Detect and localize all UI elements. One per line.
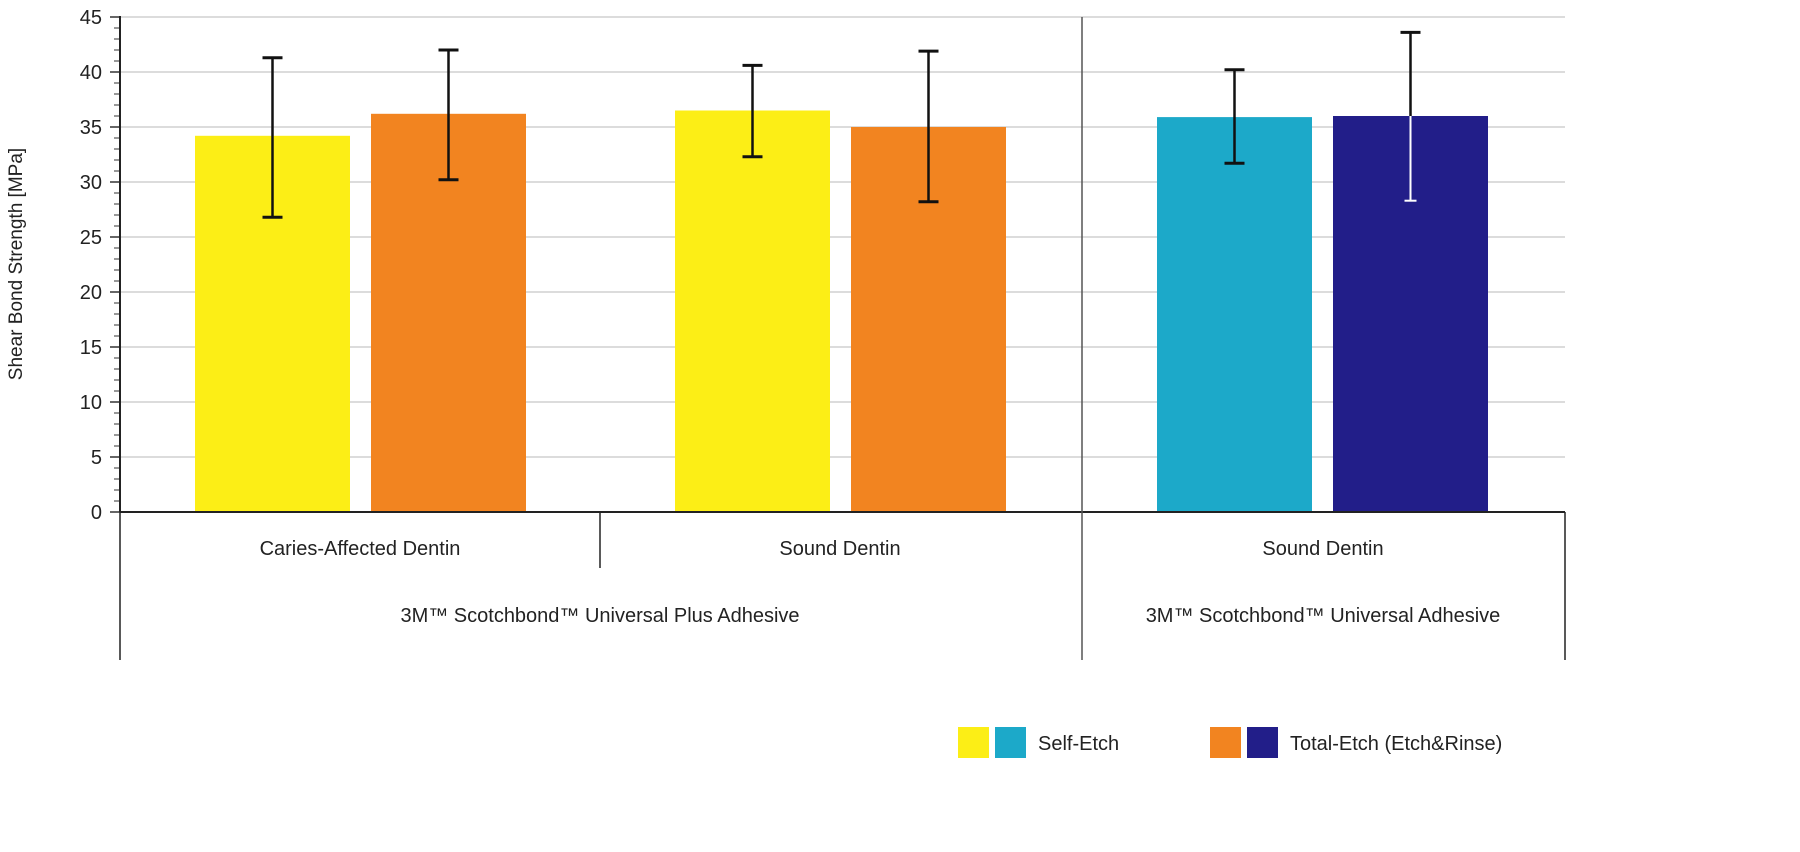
legend-swatch: [1247, 727, 1278, 758]
bar: [675, 110, 830, 512]
category-label: Caries-Affected Dentin: [260, 538, 461, 560]
error-bar: [742, 63, 763, 159]
y-tick-label: 30: [80, 172, 102, 194]
error-bar: [1400, 30, 1421, 202]
legend-swatch: [1210, 727, 1241, 758]
y-tick-label: 45: [80, 7, 102, 29]
product-label: 3M™ Scotchbond™ Universal Adhesive: [1146, 605, 1501, 627]
product-label: 3M™ Scotchbond™ Universal Plus Adhesive: [400, 605, 799, 627]
bar: [1157, 117, 1312, 512]
gridlines: [120, 16, 1565, 458]
y-axis: 0 5 10 15 20 25 30 35 40 45: [80, 7, 121, 524]
legend-swatch: [995, 727, 1026, 758]
y-tick-label: 40: [80, 62, 102, 84]
legend-label: Total-Etch (Etch&Rinse): [1290, 733, 1502, 755]
y-tick-label: 0: [91, 502, 102, 524]
legend: Self-Etch Total-Etch (Etch&Rinse): [958, 727, 1502, 758]
error-bar: [438, 48, 459, 182]
legend-label: Self-Etch: [1038, 733, 1119, 755]
category-label: Sound Dentin: [1262, 538, 1383, 560]
legend-swatch: [958, 727, 989, 758]
y-tick-label: 5: [91, 447, 102, 469]
y-axis-label: Shear Bond Strength [MPa]: [6, 148, 27, 380]
category-axis: Caries-Affected Dentin Sound Dentin Sound …: [119, 17, 1566, 660]
y-tick-label: 15: [80, 337, 102, 359]
y-tick-label: 10: [80, 392, 102, 414]
error-bar: [1224, 68, 1245, 165]
error-bar: [262, 56, 283, 219]
bars: [195, 30, 1488, 513]
y-tick-label: 25: [80, 227, 102, 249]
y-tick-label: 20: [80, 282, 102, 304]
error-bar: [918, 49, 939, 204]
y-tick-label: 35: [80, 117, 102, 139]
category-label: Sound Dentin: [779, 538, 900, 560]
